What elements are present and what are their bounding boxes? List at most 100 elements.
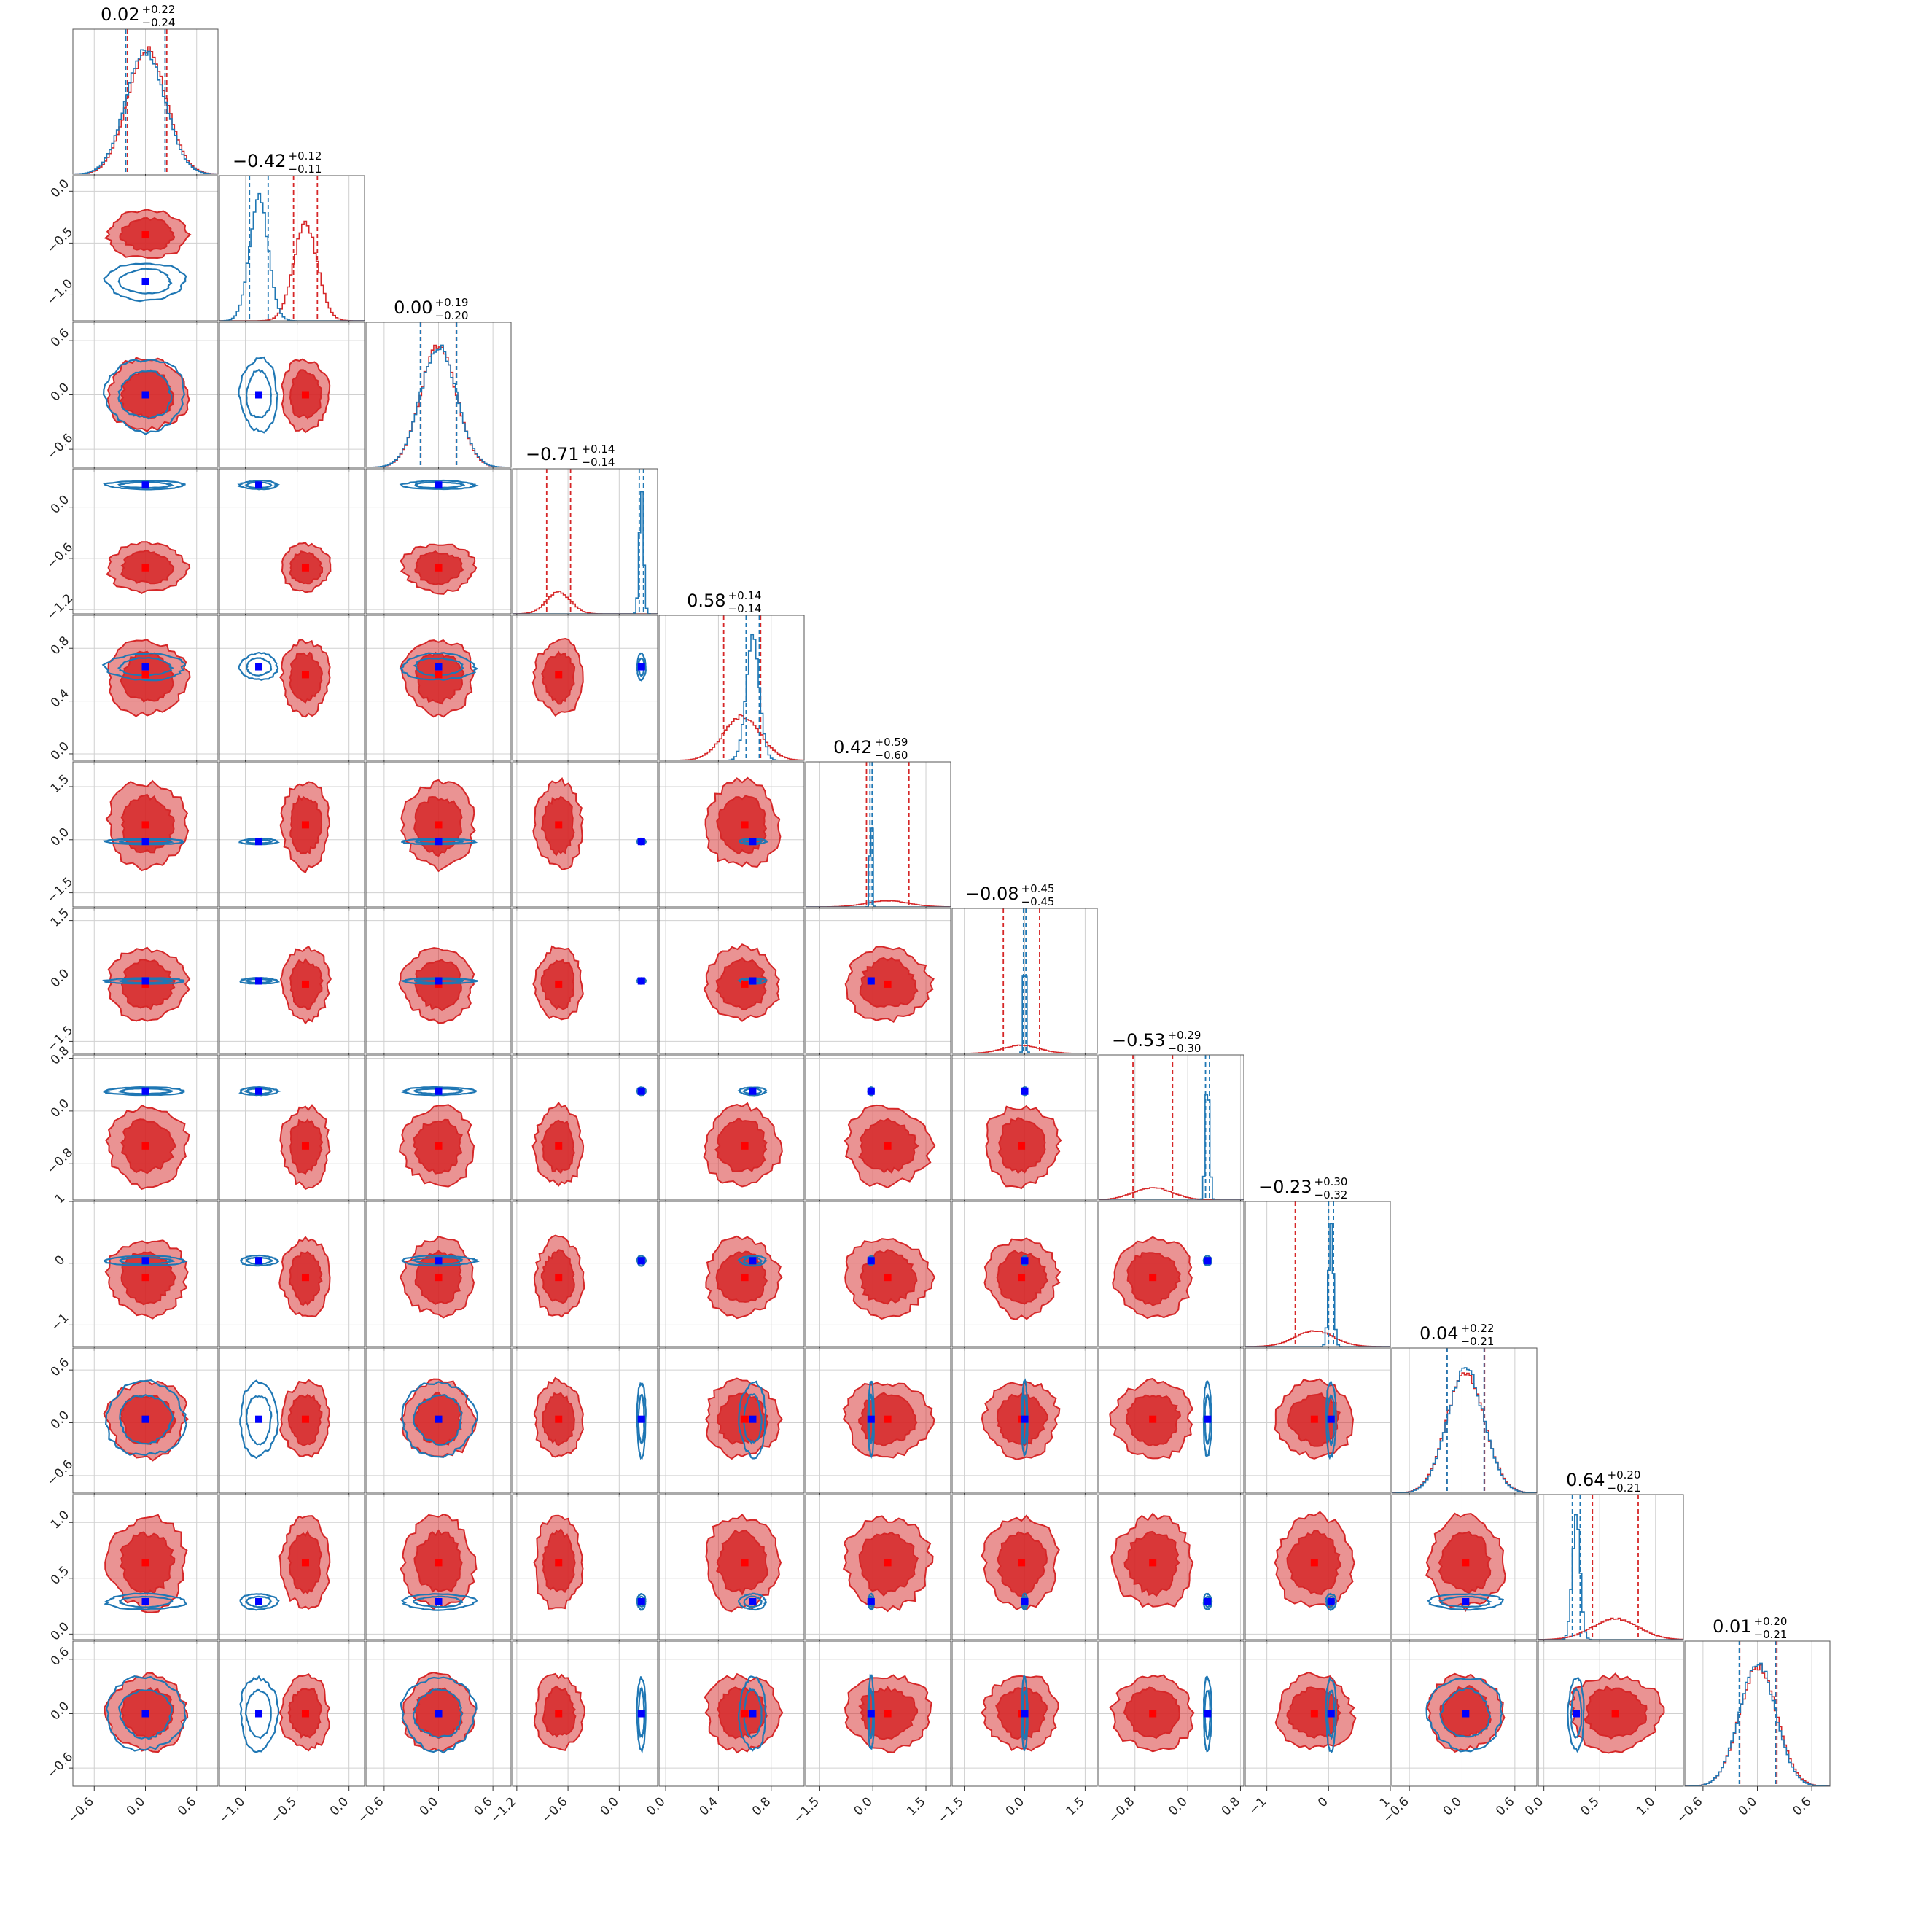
contour-series-b-outer — [737, 1675, 767, 1752]
panel-11-2: −0.6 0.0 0.6 — [355, 1640, 512, 1826]
truth-marker-b — [141, 977, 149, 985]
truth-marker-a — [1149, 1274, 1157, 1282]
y-tick-label: 0.0 — [48, 825, 72, 849]
panel-9-3 — [512, 1347, 658, 1497]
contour-series-b-outer — [1325, 1381, 1337, 1460]
panel-frame — [219, 1201, 365, 1347]
panel-frame — [805, 1201, 951, 1347]
panel-9-8 — [1244, 1347, 1391, 1497]
truth-marker-b — [637, 1087, 645, 1095]
density-contours — [983, 1237, 1062, 1320]
param-title-8-minus: −0.32 — [1314, 1188, 1348, 1201]
panel-11-5: −1.5 0.0 1.5 — [791, 1640, 951, 1826]
panel-frame — [219, 1640, 365, 1787]
marginal-histograms — [366, 322, 511, 467]
panel-11-10: 0.0 0.5 1.0 — [1522, 1640, 1684, 1819]
marginal-histograms — [513, 469, 658, 614]
truth-marker-b — [1021, 1087, 1029, 1095]
histogram-series-b — [659, 634, 804, 760]
panel-11-4: 0.0 0.4 0.8 — [644, 1640, 805, 1819]
contour-series-b-outer — [737, 977, 768, 985]
panel-frame — [658, 1054, 805, 1201]
truth-marker-b — [141, 391, 149, 399]
contour-series-b-outer — [239, 977, 281, 985]
y-tick-label: 0.0 — [48, 1097, 72, 1121]
truth-marker-a — [555, 1710, 563, 1718]
truth-marker-b — [637, 1257, 645, 1265]
truth-marker-a — [555, 1559, 563, 1567]
param-title-10-value: 0.64 — [1566, 1470, 1605, 1490]
truth-marker-b — [141, 1597, 149, 1605]
truth-marker-a — [1018, 1559, 1026, 1567]
diagonal-panel-11: 0.01 +0.20−0.21 −0.6 0.0 0.6 — [1674, 1615, 1831, 1826]
y-tick-label: −1.5 — [44, 874, 76, 905]
truth-marker-b — [1204, 1415, 1212, 1423]
truth-marker-b — [435, 481, 443, 489]
truth-marker-b — [867, 977, 875, 985]
diagonal-panel-9: 0.04 +0.22−0.21 — [1391, 1322, 1538, 1497]
truth-marker-b — [141, 277, 149, 285]
truth-marker-a — [301, 391, 309, 399]
x-tick-label: 0.0 — [1736, 1794, 1760, 1818]
truth-marker-a — [884, 1142, 892, 1150]
x-tick-label: 0.4 — [697, 1794, 721, 1818]
panel-frame — [219, 908, 365, 1054]
x-tick-label: 0.8 — [1219, 1794, 1243, 1818]
x-tick-label: 1.0 — [1634, 1794, 1658, 1818]
param-title-0-plus: +0.22 — [142, 3, 176, 16]
panel-10-4 — [658, 1494, 805, 1644]
truth-marker-a — [1018, 1274, 1026, 1282]
contour-series-b-outer — [401, 1086, 478, 1097]
panel-11-0: −0.6 0.0 0.6 −0.6 0.0 0.6 — [44, 1640, 219, 1826]
panel-frame — [658, 908, 805, 1054]
truth-marker-b — [255, 391, 263, 399]
panel-7-5 — [805, 1054, 951, 1204]
truth-marker-a — [555, 1142, 563, 1150]
diagonal-panel-8: −0.23 +0.30−0.32 — [1244, 1175, 1391, 1351]
truth-marker-b — [867, 1710, 875, 1718]
param-title-7-plus: +0.29 — [1168, 1029, 1201, 1042]
panel-3-0: −1.2 −0.6 0.0 — [44, 468, 219, 623]
y-tick-label: 0.5 — [48, 1564, 72, 1588]
panel-frame — [219, 1494, 365, 1640]
truth-marker-b — [749, 1087, 757, 1095]
truth-marker-b — [637, 977, 645, 985]
contour-series-b-outer — [238, 837, 281, 846]
truth-marker-a — [741, 1710, 749, 1718]
x-tick-label: 0.0 — [644, 1794, 668, 1818]
marginal-histograms — [1099, 1055, 1244, 1200]
param-title-10-plus: +0.20 — [1608, 1468, 1641, 1481]
x-tick-label: 0.6 — [1493, 1794, 1517, 1818]
x-tick-label: 1.5 — [1064, 1794, 1088, 1818]
y-tick-label: −1.0 — [44, 276, 76, 308]
contour-series-b-outer — [1325, 1676, 1338, 1753]
panel-1-0: −1.0 −0.5 0.0 — [44, 175, 219, 325]
contour-series-b-inner — [414, 481, 466, 489]
truth-marker-b — [255, 1415, 263, 1423]
density-contours — [103, 480, 191, 594]
truth-marker-b — [867, 1257, 875, 1265]
x-tick-label: 0.0 — [1441, 1794, 1465, 1818]
truth-marker-a — [435, 1142, 443, 1150]
truth-marker-a — [1611, 1710, 1619, 1718]
contour-series-b-outer — [103, 1592, 187, 1611]
truth-marker-a — [435, 671, 443, 679]
truth-marker-a — [141, 1559, 149, 1567]
panel-frame — [512, 1054, 658, 1201]
param-title-11-value: 0.01 — [1713, 1616, 1751, 1637]
panel-9-2 — [365, 1347, 512, 1497]
truth-marker-a — [435, 821, 443, 829]
marginal-histograms — [73, 29, 218, 174]
truth-marker-a — [1310, 1559, 1318, 1567]
panel-2-0: −0.6 0.0 0.6 — [44, 322, 219, 472]
contour-series-b-outer — [399, 479, 479, 491]
marginal-histograms — [1392, 1348, 1537, 1493]
truth-marker-b — [867, 1597, 875, 1605]
y-tick-label: 0.0 — [48, 739, 72, 763]
truth-marker-a — [741, 1415, 749, 1423]
density-contours — [239, 1673, 331, 1753]
contour-series-b-outer — [101, 652, 186, 682]
density-contours — [705, 1513, 782, 1613]
truth-marker-a — [741, 1142, 749, 1150]
density-contours — [705, 1235, 783, 1320]
